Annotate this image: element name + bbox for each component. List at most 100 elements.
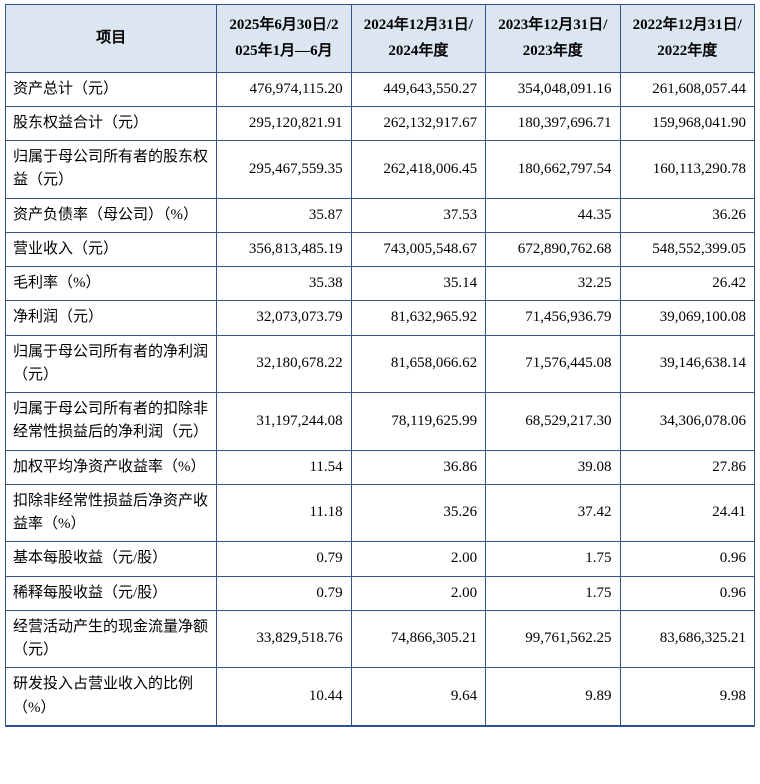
cell-value: 74,866,305.21 bbox=[350, 609, 487, 669]
cell-value: 35.38 bbox=[216, 265, 352, 302]
table-row: 加权平均净资产收益率（%） 11.54 36.86 39.08 27.86 bbox=[4, 449, 756, 485]
table-row: 资产总计（元） 476,974,115.20 449,643,550.27 354,0… bbox=[4, 71, 756, 107]
cell-value: 39,146,638.14 bbox=[619, 334, 756, 393]
table-row: 毛利率（%） 35.38 35.14 32.25 26.42 bbox=[4, 265, 756, 302]
table-row: 研发投入占营业收入的比例（%） 10.44 9.64 9.89 9.98 bbox=[4, 667, 756, 727]
row-label: 归属于母公司所有者的扣除非经常性损益后的净利润（元） bbox=[4, 392, 218, 451]
cell-value: 81,632,965.92 bbox=[350, 300, 487, 336]
table-row: 稀释每股收益（元/股） 0.79 2.00 1.75 0.96 bbox=[4, 575, 756, 611]
cell-value: 449,643,550.27 bbox=[350, 71, 487, 107]
header-cell-period: 2025年6月30日/2025年1月—6月 bbox=[216, 4, 352, 73]
table-row: 归属于母公司所有者的净利润（元） 32,180,678.22 81,658,066.… bbox=[4, 334, 756, 393]
cell-value: 160,113,290.78 bbox=[619, 140, 756, 199]
cell-value: 83,686,325.21 bbox=[619, 609, 756, 669]
cell-value: 44.35 bbox=[485, 197, 621, 233]
row-label: 股东权益合计（元） bbox=[4, 105, 218, 142]
row-label: 营业收入（元） bbox=[4, 231, 218, 268]
cell-value: 37.53 bbox=[350, 197, 487, 233]
cell-value: 2.00 bbox=[350, 575, 487, 611]
cell-value: 9.89 bbox=[485, 667, 621, 727]
cell-value: 295,120,821.91 bbox=[216, 105, 352, 142]
row-label: 资产总计（元） bbox=[4, 71, 218, 107]
cell-value: 24.41 bbox=[619, 483, 756, 543]
cell-value: 9.98 bbox=[619, 667, 756, 727]
cell-value: 31,197,244.08 bbox=[216, 392, 352, 451]
cell-value: 0.96 bbox=[619, 575, 756, 611]
cell-value: 71,456,936.79 bbox=[485, 300, 621, 336]
cell-value: 0.96 bbox=[619, 541, 756, 577]
cell-value: 34,306,078.06 bbox=[619, 392, 756, 451]
table-row: 股东权益合计（元） 295,120,821.91 262,132,917.67 180… bbox=[4, 105, 756, 142]
financial-summary-table: 项目 2025年6月30日/2025年1月—6月 2024年12月31日/2024年… bbox=[4, 4, 756, 727]
row-label: 研发投入占营业收入的比例（%） bbox=[4, 667, 218, 727]
header-cell-period: 2024年12月31日/2024年度 bbox=[350, 4, 487, 73]
cell-value: 0.79 bbox=[216, 575, 352, 611]
cell-value: 262,132,917.67 bbox=[350, 105, 487, 142]
cell-value: 1.75 bbox=[485, 541, 621, 577]
row-label: 稀释每股收益（元/股） bbox=[4, 575, 218, 611]
row-label: 扣除非经常性损益后净资产收益率（%） bbox=[4, 483, 218, 543]
cell-value: 32,073,073.79 bbox=[216, 300, 352, 336]
cell-value: 39,069,100.08 bbox=[619, 300, 756, 336]
cell-value: 71,576,445.08 bbox=[485, 334, 621, 393]
cell-value: 35.26 bbox=[350, 483, 487, 543]
row-label: 基本每股收益（元/股） bbox=[4, 541, 218, 577]
cell-value: 672,890,762.68 bbox=[485, 231, 621, 268]
header-cell-period: 2023年12月31日/2023年度 bbox=[485, 4, 621, 73]
table-row: 基本每股收益（元/股） 0.79 2.00 1.75 0.96 bbox=[4, 541, 756, 577]
cell-value: 36.26 bbox=[619, 197, 756, 233]
cell-value: 476,974,115.20 bbox=[216, 71, 352, 107]
row-label: 归属于母公司所有者的净利润（元） bbox=[4, 334, 218, 393]
header-cell-item: 项目 bbox=[4, 4, 218, 73]
cell-value: 11.18 bbox=[216, 483, 352, 543]
row-label: 加权平均净资产收益率（%） bbox=[4, 449, 218, 485]
header-cell-period: 2022年12月31日/2022年度 bbox=[619, 4, 756, 73]
cell-value: 548,552,399.05 bbox=[619, 231, 756, 268]
cell-value: 78,119,625.99 bbox=[350, 392, 487, 451]
row-label: 资产负债率（母公司）（%） bbox=[4, 197, 218, 233]
table-row: 净利润（元） 32,073,073.79 81,632,965.92 71,456,9… bbox=[4, 300, 756, 336]
cell-value: 33,829,518.76 bbox=[216, 609, 352, 669]
cell-value: 262,418,006.45 bbox=[350, 140, 487, 199]
cell-value: 35.87 bbox=[216, 197, 352, 233]
cell-value: 36.86 bbox=[350, 449, 487, 485]
cell-value: 81,658,066.62 bbox=[350, 334, 487, 393]
cell-value: 26.42 bbox=[619, 265, 756, 302]
cell-value: 32.25 bbox=[485, 265, 621, 302]
table-row: 资产负债率（母公司）（%） 35.87 37.53 44.35 36.26 bbox=[4, 197, 756, 233]
table-header: 项目 2025年6月30日/2025年1月—6月 2024年12月31日/2024年… bbox=[4, 4, 756, 73]
cell-value: 10.44 bbox=[216, 667, 352, 727]
table-row: 经营活动产生的现金流量净额（元） 33,829,518.76 74,866,305.… bbox=[4, 609, 756, 669]
cell-value: 11.54 bbox=[216, 449, 352, 485]
cell-value: 35.14 bbox=[350, 265, 487, 302]
cell-value: 32,180,678.22 bbox=[216, 334, 352, 393]
cell-value: 27.86 bbox=[619, 449, 756, 485]
table-body: 资产总计（元） 476,974,115.20 449,643,550.27 354,0… bbox=[4, 71, 756, 727]
table-row: 归属于母公司所有者的股东权益（元） 295,467,559.35 262,418,0… bbox=[4, 140, 756, 199]
header-row: 项目 2025年6月30日/2025年1月—6月 2024年12月31日/2024年… bbox=[4, 4, 756, 73]
cell-value: 261,608,057.44 bbox=[619, 71, 756, 107]
cell-value: 180,397,696.71 bbox=[485, 105, 621, 142]
cell-value: 295,467,559.35 bbox=[216, 140, 352, 199]
cell-value: 39.08 bbox=[485, 449, 621, 485]
row-label: 净利润（元） bbox=[4, 300, 218, 336]
table-row: 营业收入（元） 356,813,485.19 743,005,548.67 672,8… bbox=[4, 231, 756, 268]
table-row: 归属于母公司所有者的扣除非经常性损益后的净利润（元） 31,197,244.08 7… bbox=[4, 392, 756, 451]
row-label: 归属于母公司所有者的股东权益（元） bbox=[4, 140, 218, 199]
cell-value: 356,813,485.19 bbox=[216, 231, 352, 268]
cell-value: 743,005,548.67 bbox=[350, 231, 487, 268]
cell-value: 159,968,041.90 bbox=[619, 105, 756, 142]
cell-value: 180,662,797.54 bbox=[485, 140, 621, 199]
cell-value: 37.42 bbox=[485, 483, 621, 543]
row-label: 经营活动产生的现金流量净额（元） bbox=[4, 609, 218, 669]
table-row: 扣除非经常性损益后净资产收益率（%） 11.18 35.26 37.42 24.41 bbox=[4, 483, 756, 543]
cell-value: 2.00 bbox=[350, 541, 487, 577]
cell-value: 99,761,562.25 bbox=[485, 609, 621, 669]
row-label: 毛利率（%） bbox=[4, 265, 218, 302]
cell-value: 0.79 bbox=[216, 541, 352, 577]
cell-value: 68,529,217.30 bbox=[485, 392, 621, 451]
cell-value: 354,048,091.16 bbox=[485, 71, 621, 107]
cell-value: 1.75 bbox=[485, 575, 621, 611]
cell-value: 9.64 bbox=[350, 667, 487, 727]
